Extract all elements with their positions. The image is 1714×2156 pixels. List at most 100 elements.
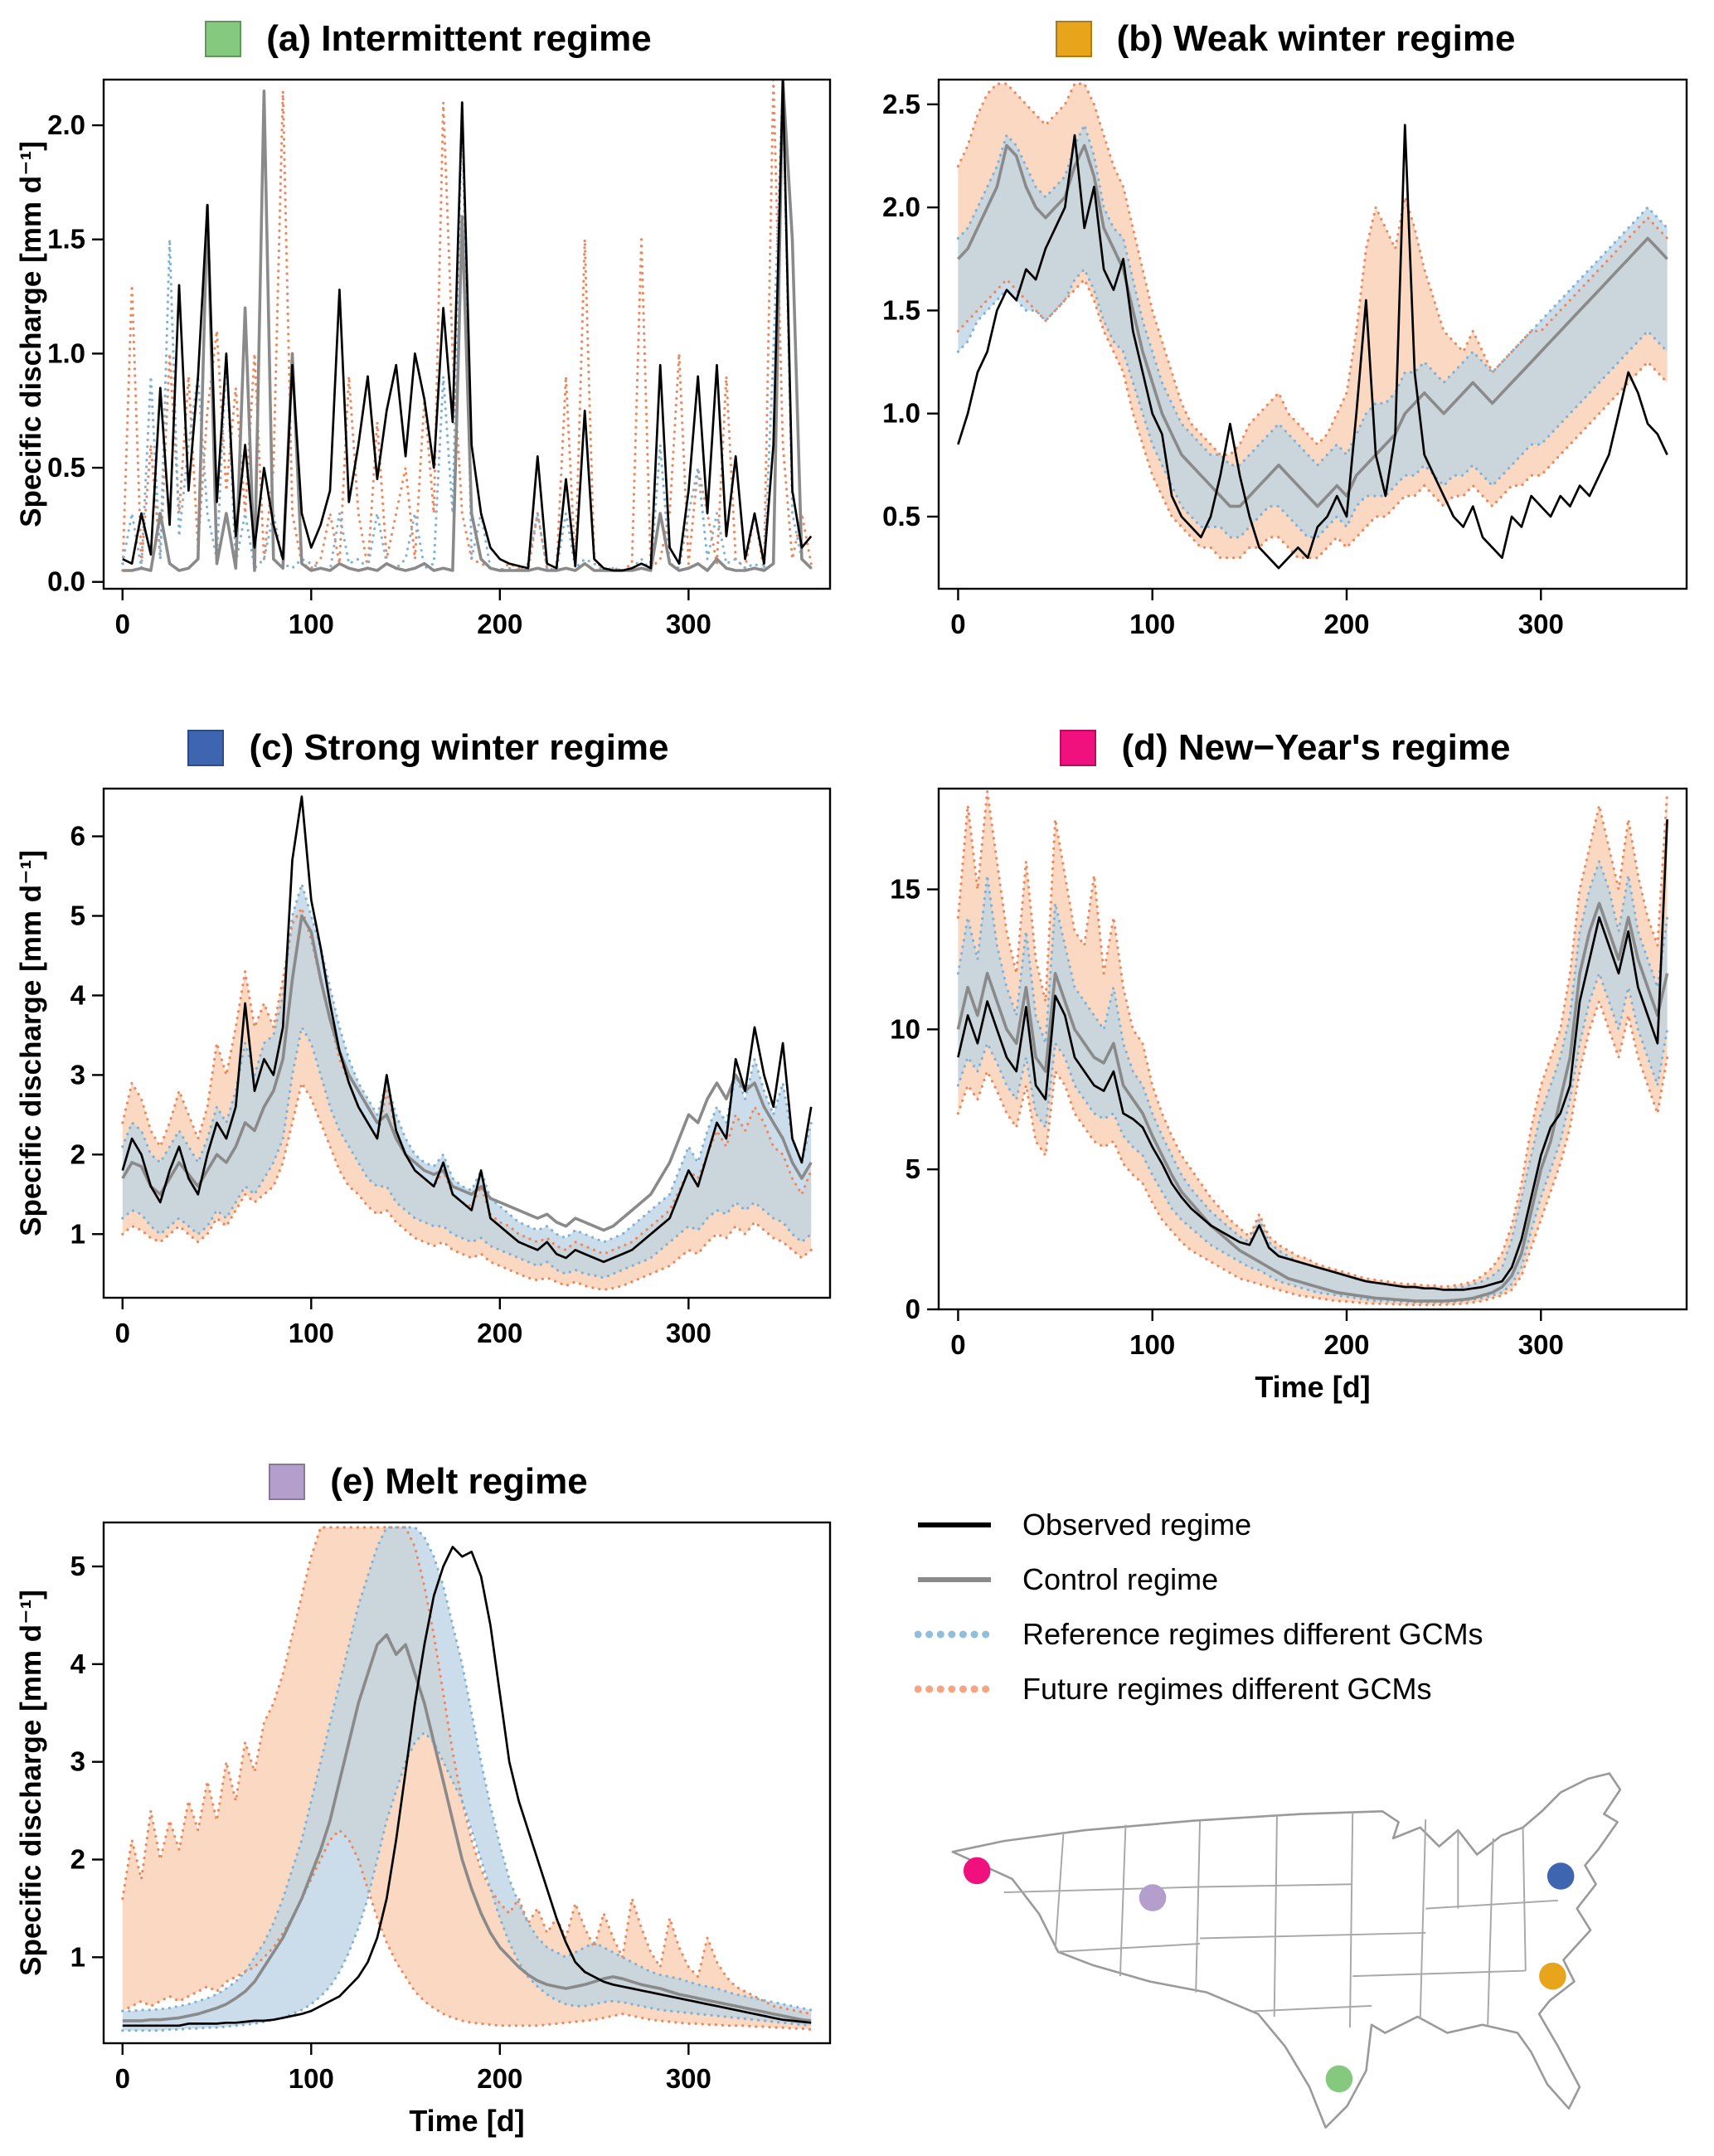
- x-tick-label: 200: [477, 1318, 522, 1348]
- regime-swatch-strong-winter: [187, 730, 225, 766]
- y-tick-label: 5: [906, 1153, 920, 1184]
- y-tick-label: 5: [70, 901, 85, 931]
- y-axis-label: Specific discharge [mm d⁻¹]: [15, 141, 47, 527]
- map-wrap: [923, 1746, 1714, 2156]
- map-dot-a: [1325, 2065, 1353, 2093]
- x-tick-label: 300: [1518, 1329, 1564, 1360]
- reference-band-lower-edge: [956, 266, 1669, 539]
- us-outline: [951, 1772, 1622, 2129]
- legend-row-observed: Observed regime: [915, 1501, 1714, 1549]
- map-dots: [963, 1857, 1575, 2093]
- future-band-upper-edge: [120, 904, 813, 1255]
- y-tick-label: 0.0: [47, 566, 85, 597]
- panel-b-title: (b) Weak winter regime: [1116, 18, 1516, 59]
- regime-swatch-weak-winter: [1055, 21, 1092, 57]
- future-band-lower-edge: [956, 277, 1669, 560]
- x-tick-label: 100: [288, 609, 333, 639]
- x-tick-label: 300: [1518, 609, 1564, 639]
- x-tick-label: 100: [288, 1318, 333, 1348]
- regime-swatch-melt: [269, 1464, 306, 1500]
- y-axis-label: Specific discharge [mm d⁻¹]: [15, 1590, 47, 1976]
- x-tick-label: 0: [950, 609, 965, 639]
- legend-label-observed: Observed regime: [1022, 1508, 1252, 1542]
- plot-box: [937, 78, 1688, 590]
- map-dot-e: [1139, 1884, 1167, 1911]
- reference-band-upper-edge: [120, 1526, 813, 2013]
- legend-map-cell: Observed regime Control regime Reference…: [857, 1443, 1714, 2129]
- x-tick-label: 100: [288, 2063, 333, 2094]
- y-tick-label: 0: [906, 1294, 920, 1324]
- future-dotted-line: [120, 80, 813, 573]
- legend-label-control: Control regime: [1022, 1562, 1219, 1596]
- panel-c-title: (c) Strong winter regime: [249, 727, 669, 768]
- x-tick-label: 200: [477, 609, 522, 639]
- panel-b-title-row: (b) Weak winter regime: [857, 12, 1714, 66]
- y-tick-label: 1.0: [882, 398, 920, 429]
- control-line-sample: [918, 1577, 991, 1582]
- legend-row-reference: Reference regimes different GCMs: [915, 1610, 1714, 1658]
- y-tick-label: 5: [70, 1551, 85, 1581]
- x-tick-label: 300: [665, 609, 711, 639]
- control-line: [120, 914, 813, 1232]
- x-tick-label: 100: [1129, 609, 1175, 639]
- y-tick-label: 0.5: [47, 452, 85, 483]
- panel-e: (e) Melt regime 1 2 3 4 5 0 100 200 300 Specific …: [0, 1443, 857, 2138]
- x-tick-label: 300: [665, 2063, 711, 2094]
- future-band-lower-edge: [120, 1079, 813, 1292]
- x-tick-label: 0: [114, 1318, 129, 1348]
- us-map: [951, 1772, 1622, 2129]
- map-dot-b: [1539, 1962, 1566, 1990]
- x-tick-label: 200: [1323, 609, 1369, 639]
- reference-band: [958, 861, 1668, 1303]
- chart-intermittent: 0.0 0.5 1.0 1.5 2.0 0 100 200 300 Specific discha…: [15, 78, 831, 639]
- observed-line: [957, 124, 1668, 570]
- legend: Observed regime Control regime Reference…: [915, 1501, 1714, 1713]
- y-tick-label: 4: [70, 1649, 85, 1679]
- observed-line: [121, 80, 812, 572]
- map-dot-c: [1546, 1862, 1575, 1890]
- x-axis-label: Time [d]: [1255, 1370, 1370, 1404]
- reference-band: [958, 124, 1668, 537]
- legend-label-future: Future regimes different GCMs: [1022, 1672, 1432, 1706]
- y-tick-label: 2.5: [882, 89, 920, 119]
- x-tick-label: 200: [477, 2063, 522, 2094]
- plot-box: [937, 787, 1688, 1311]
- x-tick-label: 300: [665, 1318, 711, 1348]
- control-line: [956, 901, 1669, 1303]
- future-dots-sample: [915, 1685, 995, 1693]
- x-tick-label: 100: [1129, 1329, 1175, 1360]
- future-band: [958, 791, 1668, 1305]
- future-band-upper-edge: [120, 1526, 813, 2016]
- panel-d-title-row: (d) New−Year's regime: [857, 721, 1714, 775]
- reference-band-upper-edge: [956, 121, 1669, 468]
- regime-swatch-new-years: [1060, 730, 1097, 766]
- x-axis-label: Time [d]: [409, 2104, 524, 2138]
- x-tick-label: 0: [950, 1329, 965, 1360]
- chart-weak-winter: 0.5 1.0 1.5 2.0 2.5 0 100 200 300: [882, 78, 1688, 639]
- control-line: [122, 1633, 811, 2022]
- y-axis-label: Specific discharge [mm d⁻¹]: [15, 850, 47, 1236]
- y-tick-label: 0.5: [882, 501, 920, 532]
- future-band-upper-edge: [956, 82, 1669, 456]
- y-tick-label: 1.5: [47, 224, 85, 255]
- y-tick-label: 1: [70, 1941, 85, 1972]
- y-tick-label: 2.0: [47, 109, 85, 140]
- map-dot-d: [963, 1857, 991, 1885]
- y-tick-label: 3: [70, 1746, 85, 1777]
- chart-strong-winter: 1 2 3 4 5 6 0 100 200 300 Specific discharge [mm d…: [15, 787, 831, 1348]
- y-tick-label: 1.0: [47, 337, 85, 368]
- panel-a-title: (a) Intermittent regime: [266, 18, 652, 59]
- panel-c: (c) Strong winter regime 1 2 3 4 5 6 0 100 200 30…: [0, 709, 857, 1443]
- future-band-lower-edge: [120, 1828, 813, 2032]
- legend-label-reference: Reference regimes different GCMs: [1022, 1617, 1483, 1651]
- y-tick-label: 1: [70, 1218, 85, 1249]
- y-tick-label: 4: [70, 979, 85, 1010]
- reference-band-lower-edge: [956, 969, 1669, 1304]
- x-tick-label: 0: [114, 2063, 129, 2094]
- plot-box: [102, 1521, 831, 2045]
- panel-e-title: (e) Melt regime: [330, 1461, 588, 1502]
- y-tick-label: 2: [70, 1139, 85, 1169]
- reference-dots-sample: [915, 1630, 995, 1639]
- plot-box: [102, 787, 831, 1299]
